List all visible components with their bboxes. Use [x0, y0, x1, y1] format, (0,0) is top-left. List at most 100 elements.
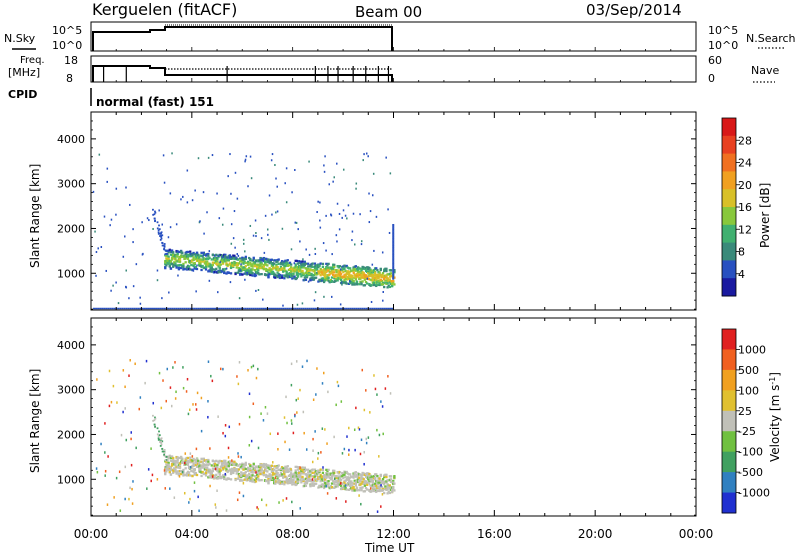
echo-point [304, 484, 308, 487]
echo-point [361, 280, 364, 283]
echo-point [385, 156, 387, 159]
echo-point [104, 451, 106, 454]
echo-point [100, 442, 102, 446]
echo-point [199, 307, 202, 310]
echo-point [232, 462, 235, 465]
echo-point [237, 452, 239, 455]
echo-point [313, 475, 317, 478]
echo-point [247, 369, 249, 372]
echo-point [130, 463, 133, 467]
echo-point [255, 267, 259, 271]
echo-point [356, 268, 360, 272]
echo-point [164, 263, 167, 266]
echo-point [189, 474, 192, 477]
echo-point [342, 486, 345, 490]
echo-point [372, 283, 376, 287]
echo-point [244, 257, 247, 261]
freq-label-line2: [MHz] [8, 66, 40, 79]
echo-point [301, 260, 304, 263]
echo-point [168, 454, 171, 457]
echo-point [240, 455, 242, 459]
echo-point [165, 399, 167, 403]
echo-point [339, 272, 343, 275]
echo-point [162, 379, 164, 382]
echo-point [163, 243, 166, 245]
echo-point [121, 307, 124, 310]
echo-point [326, 307, 329, 310]
freq-label-line1: Freq. [20, 55, 45, 66]
colorbar-tick-label: -25 [738, 425, 756, 438]
echo-point [390, 490, 394, 494]
echo-point [181, 307, 184, 310]
echo-point [378, 486, 381, 489]
echo-point [215, 459, 218, 463]
echo-point [263, 251, 266, 254]
echo-point [297, 397, 299, 400]
echo-point [295, 259, 298, 263]
echo-point [333, 469, 336, 473]
echo-point [390, 284, 394, 288]
echo-point [285, 271, 288, 275]
echo-point [351, 489, 354, 492]
echo-point [268, 473, 271, 476]
echo-point [169, 487, 171, 490]
echo-point [248, 392, 251, 396]
echo-point [172, 254, 175, 257]
echo-point [359, 473, 362, 476]
echo-point [324, 307, 327, 310]
echo-point [199, 466, 202, 469]
echo-point [338, 477, 342, 480]
echo-point [314, 307, 317, 310]
echo-point [346, 483, 350, 487]
echo-point [163, 451, 166, 454]
echo-point [371, 307, 374, 310]
echo-point [331, 473, 335, 476]
echo-point [324, 428, 326, 431]
echo-point [370, 270, 373, 274]
echo-point [103, 307, 106, 310]
echo-point [367, 278, 370, 281]
echo-point [262, 268, 266, 271]
echo-point [319, 473, 322, 477]
echo-point [236, 470, 240, 473]
echo-point [231, 468, 234, 471]
echo-point [351, 278, 354, 281]
echo-point [299, 466, 301, 469]
echo-point [285, 497, 288, 500]
echo-point [217, 291, 219, 294]
echo-point [129, 203, 131, 206]
echo-point [330, 276, 334, 279]
echo-point [185, 307, 188, 310]
echo-point [295, 277, 298, 280]
echo-point [342, 168, 345, 171]
echo-point [392, 227, 395, 230]
echo-point [335, 270, 338, 274]
echo-point [298, 307, 301, 310]
echo-point [258, 307, 261, 310]
echo-point [111, 307, 114, 310]
echo-point [362, 159, 364, 162]
echo-point [311, 468, 314, 471]
echo-point [265, 273, 268, 276]
echo-point [349, 274, 352, 277]
echo-point [130, 437, 132, 441]
echo-point [260, 237, 263, 240]
echo-point [201, 260, 204, 263]
echo-point [97, 307, 100, 310]
echo-point [355, 489, 359, 492]
echo-point [366, 282, 369, 285]
echo-point [355, 182, 358, 185]
echo-point [170, 258, 174, 261]
echo-point [130, 431, 132, 434]
echo-point [348, 453, 350, 456]
echo-point [116, 401, 118, 404]
echo-point [354, 275, 357, 279]
echo-point [328, 183, 331, 186]
echo-point [208, 462, 211, 465]
echo-point [195, 408, 198, 411]
echo-point [219, 466, 222, 469]
echo-point [343, 275, 346, 279]
echo-point [375, 267, 378, 270]
echo-point [234, 171, 237, 174]
